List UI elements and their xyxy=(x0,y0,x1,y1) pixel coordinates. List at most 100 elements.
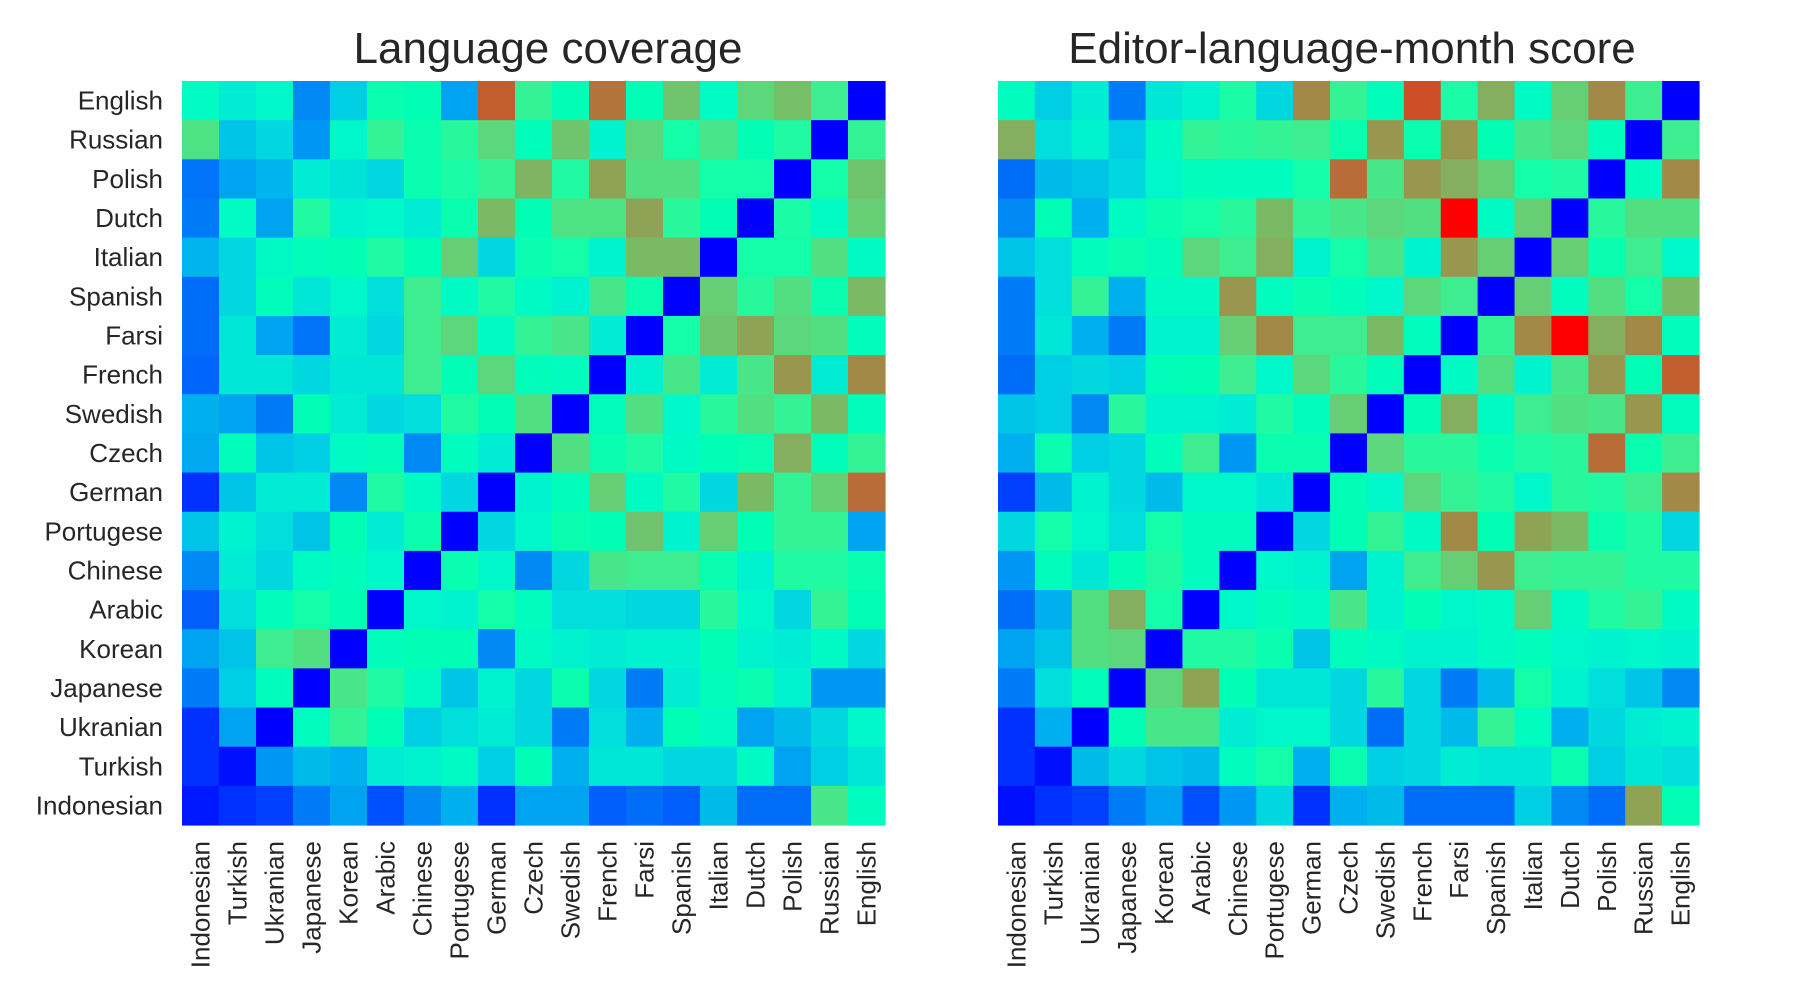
heatmap-cell xyxy=(811,81,849,121)
heatmap-cell xyxy=(1440,355,1479,395)
heatmap-cell xyxy=(1034,276,1073,317)
heatmap-cell xyxy=(663,746,701,787)
heatmap-cell xyxy=(182,81,220,121)
heatmap-cell xyxy=(552,785,590,826)
heatmap-cell xyxy=(774,707,812,748)
heatmap-cell xyxy=(1551,315,1589,356)
heatmap-cell xyxy=(404,159,442,200)
heatmap-cell xyxy=(1182,707,1220,748)
heatmap-cell xyxy=(182,394,220,435)
heatmap-cell xyxy=(626,355,664,395)
heatmap-cell xyxy=(998,355,1036,395)
heatmap-cell xyxy=(1625,355,1663,395)
heatmap-cell xyxy=(219,707,257,748)
heatmap-cell xyxy=(515,237,553,278)
heatmap-cell xyxy=(1219,276,1257,317)
heatmap-cell xyxy=(1588,590,1626,630)
heatmap-cell xyxy=(774,159,812,200)
heatmap-cell xyxy=(1514,668,1553,709)
heatmap-cell xyxy=(367,355,405,395)
heatmap-cell xyxy=(737,355,775,395)
heatmap-cell xyxy=(1034,785,1073,826)
heatmap-cell xyxy=(441,237,479,278)
heatmap-cell xyxy=(478,785,516,826)
heatmap-cell xyxy=(774,668,812,709)
heatmap-cell xyxy=(1588,668,1626,709)
heatmap-cell xyxy=(367,81,405,121)
heatmap-cell xyxy=(1071,198,1110,239)
heatmap-cell xyxy=(663,550,701,591)
heatmap-cell xyxy=(256,668,294,709)
heatmap-cell xyxy=(182,785,220,826)
heatmap-cell xyxy=(589,198,627,239)
heatmap-cell xyxy=(256,550,294,591)
column-tick-label: Dutch xyxy=(741,841,771,909)
column-tick-label: Russian xyxy=(1629,841,1659,935)
heatmap-cell xyxy=(1145,785,1184,826)
heatmap-cell xyxy=(626,668,664,709)
heatmap-cell xyxy=(1403,315,1442,356)
heatmap-cell xyxy=(1477,276,1516,317)
heatmap-cell xyxy=(663,315,701,356)
heatmap-cell xyxy=(1182,746,1220,787)
heatmap-cell xyxy=(1588,433,1626,474)
heatmap-cell xyxy=(293,668,331,709)
heatmap-cell xyxy=(330,550,368,591)
heatmap-cell xyxy=(1477,472,1516,513)
heatmap-cell xyxy=(1293,511,1331,552)
heatmap-cell xyxy=(1477,433,1516,474)
heatmap-cell xyxy=(552,237,590,278)
heatmap-cell xyxy=(219,785,257,826)
column-tick-label: Italian xyxy=(1518,841,1548,910)
heatmap-cell xyxy=(256,355,294,395)
heatmap-cell xyxy=(1625,276,1663,317)
heatmap-cell xyxy=(700,159,738,200)
heatmap-cell xyxy=(1071,550,1110,591)
heatmap-cell xyxy=(1182,237,1220,278)
heatmap-cell xyxy=(663,198,701,239)
column-tick-label: Korean xyxy=(334,841,364,925)
heatmap-cell xyxy=(663,81,701,121)
heatmap-cell xyxy=(1514,550,1553,591)
heatmap-cell xyxy=(1330,355,1368,395)
heatmap-cell xyxy=(1293,159,1331,200)
heatmap-cell xyxy=(1145,433,1184,474)
heatmap-cell xyxy=(478,159,516,200)
heatmap-cell xyxy=(1108,276,1147,317)
heatmap-cell xyxy=(182,159,220,200)
heatmap-cell xyxy=(1071,472,1110,513)
heatmap-cell xyxy=(293,276,331,317)
heatmap-cell xyxy=(1514,198,1553,239)
heatmap-cell xyxy=(626,394,664,435)
heatmap-cell xyxy=(404,81,442,121)
column-tick-label: Polish xyxy=(778,841,808,912)
heatmap-cell xyxy=(1219,355,1257,395)
column-tick-label: Ukranian xyxy=(260,841,290,945)
heatmap-cell xyxy=(404,276,442,317)
heatmap-cell xyxy=(774,120,812,160)
heatmap-cell xyxy=(1662,198,1700,239)
heatmap-cell xyxy=(219,511,257,552)
heatmap-cell xyxy=(404,511,442,552)
heatmap-cell xyxy=(1219,472,1257,513)
heatmap-cell xyxy=(1145,120,1184,160)
heatmap-cell xyxy=(998,276,1036,317)
heatmap-cell xyxy=(1256,785,1294,826)
heatmap-cell xyxy=(182,433,220,474)
heatmap-cell xyxy=(1366,472,1405,513)
heatmap-cell xyxy=(367,472,405,513)
heatmap-cell xyxy=(1330,511,1368,552)
heatmap-cell xyxy=(256,629,294,669)
heatmap-cell xyxy=(1293,668,1331,709)
heatmap-cell xyxy=(478,629,516,669)
heatmap-cell xyxy=(1366,355,1405,395)
heatmap-cell xyxy=(1403,785,1442,826)
column-tick-label: Czech xyxy=(519,841,549,915)
heatmap-cell xyxy=(737,120,775,160)
heatmap-cell xyxy=(1182,355,1220,395)
heatmap-cell xyxy=(737,746,775,787)
heatmap-cell xyxy=(1293,355,1331,395)
heatmap-cell xyxy=(1108,120,1147,160)
heatmap-cell xyxy=(1219,590,1257,630)
heatmap-cell xyxy=(998,198,1036,239)
